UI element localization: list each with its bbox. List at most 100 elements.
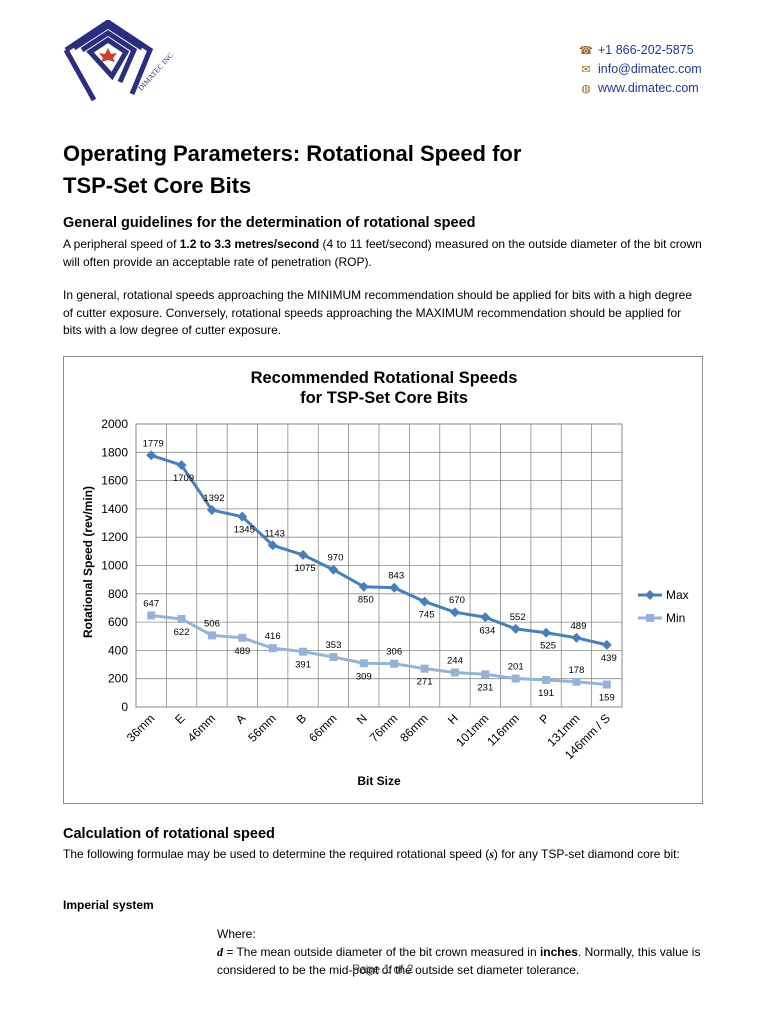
y-tick-label: 800 bbox=[108, 587, 128, 601]
y-tick-label: 200 bbox=[108, 672, 128, 686]
data-label-min: 271 bbox=[417, 677, 433, 688]
data-label-min: 489 bbox=[234, 646, 250, 657]
data-point-min bbox=[602, 680, 611, 689]
data-label-min: 178 bbox=[569, 665, 585, 676]
dimatec-logo: DIMATEC INC. bbox=[63, 20, 174, 102]
series-line-max bbox=[150, 453, 608, 647]
data-point-max bbox=[237, 511, 248, 522]
imperial-system-heading: Imperial system bbox=[63, 898, 154, 912]
data-label-max: 745 bbox=[419, 610, 435, 621]
data-point-min bbox=[238, 633, 247, 642]
data-point-min bbox=[542, 675, 551, 684]
data-label-min: 231 bbox=[477, 682, 493, 693]
x-tick-label: 101mm bbox=[453, 711, 491, 749]
data-label-min: 622 bbox=[174, 627, 190, 638]
data-label-min: 647 bbox=[143, 598, 159, 609]
data-point-max bbox=[449, 607, 460, 618]
data-point-max bbox=[267, 540, 278, 551]
phone-contact[interactable]: ☎ +1 866-202-5875 bbox=[579, 43, 694, 57]
email-icon: ✉ bbox=[581, 64, 591, 76]
data-point-max bbox=[176, 460, 187, 471]
data-point-max bbox=[206, 505, 217, 516]
data-point-min bbox=[359, 659, 368, 668]
data-label-min: 159 bbox=[599, 693, 615, 704]
y-tick-label: 400 bbox=[108, 643, 128, 657]
data-label-min: 309 bbox=[356, 671, 372, 682]
y-tick-label: 1800 bbox=[101, 445, 128, 459]
data-label-min: 244 bbox=[447, 655, 463, 666]
data-label-max: 970 bbox=[328, 553, 344, 564]
data-point-min bbox=[450, 668, 459, 677]
x-tick-label: P bbox=[537, 711, 553, 727]
y-tick-label: 1000 bbox=[101, 559, 128, 573]
x-tick-label: A bbox=[233, 711, 249, 727]
data-point-max bbox=[298, 549, 309, 560]
guidelines-paragraph-2: In general, rotational speeds approachin… bbox=[63, 288, 693, 337]
data-point-max bbox=[328, 564, 339, 575]
chart-title-line1: Recommended Rotational Speeds bbox=[251, 369, 518, 387]
phone-icon: ☎ bbox=[579, 45, 593, 57]
y-tick-label: 2000 bbox=[101, 417, 128, 431]
data-label-min: 353 bbox=[326, 640, 342, 651]
plot-area: 0 200 400 600 800 1000 1200 1400 1600 1800 2000 36m… bbox=[101, 417, 623, 762]
chart-title-line2: for TSP-Set Core Bits bbox=[300, 389, 468, 407]
data-point-min bbox=[147, 611, 156, 620]
y-tick-label: 1400 bbox=[101, 502, 128, 516]
website-contact[interactable]: ◍ www.dimatec.com bbox=[578, 81, 699, 97]
data-point-min bbox=[390, 659, 399, 668]
data-point-min bbox=[511, 674, 520, 683]
data-label-min: 201 bbox=[508, 662, 524, 673]
chart-y-axis-label: Rotational Speed (rev/min) bbox=[81, 486, 95, 638]
data-label-min: 391 bbox=[295, 660, 311, 671]
data-label-max: 552 bbox=[510, 612, 526, 623]
legend-marker-max bbox=[645, 590, 655, 600]
data-point-min bbox=[299, 647, 308, 656]
chart-svg: Recommended Rotational Speeds for TSP-Se… bbox=[81, 369, 689, 788]
data-label-max: 1345 bbox=[234, 525, 255, 536]
data-point-max bbox=[510, 623, 521, 634]
data-point-max bbox=[146, 450, 157, 461]
data-point-max bbox=[358, 581, 369, 592]
data-point-max bbox=[480, 612, 491, 623]
data-label-min: 506 bbox=[204, 618, 220, 629]
y-tick-label: 600 bbox=[108, 615, 128, 629]
x-tick-label: 56mm bbox=[245, 711, 278, 744]
data-label-max: 850 bbox=[358, 595, 374, 606]
data-label-max: 439 bbox=[601, 653, 617, 664]
section-heading-calculation: Calculation of rotational speed bbox=[63, 826, 275, 842]
x-tick-label: B bbox=[294, 711, 310, 727]
chart-legend: Max Min bbox=[638, 588, 689, 625]
data-label-min: 191 bbox=[538, 688, 554, 699]
x-tick-label: 66mm bbox=[306, 711, 339, 744]
data-label-max: 670 bbox=[449, 595, 465, 606]
legend-marker-min bbox=[646, 614, 654, 622]
data-label-min: 416 bbox=[265, 631, 281, 642]
data-label-max: 1075 bbox=[294, 563, 315, 574]
data-point-min bbox=[268, 644, 277, 653]
section-heading-guidelines: General guidelines for the determination… bbox=[63, 215, 476, 231]
data-point-max bbox=[601, 639, 612, 650]
x-tick-label: E bbox=[172, 711, 188, 727]
diameter-definition: d = The mean outside diameter of the bit… bbox=[217, 945, 701, 977]
x-tick-label: 36mm bbox=[124, 711, 157, 744]
data-label-max: 1143 bbox=[264, 528, 284, 539]
data-point-max bbox=[571, 632, 582, 643]
guidelines-paragraph-1: A peripheral speed of 1.2 to 3.3 metres/… bbox=[63, 237, 702, 269]
data-label-max: 1709 bbox=[173, 473, 194, 484]
page-title: Operating Parameters: Rotational Speed f… bbox=[63, 141, 522, 198]
data-label-max: 525 bbox=[540, 641, 556, 652]
email-contact[interactable]: ✉ info@dimatec.com bbox=[578, 62, 701, 78]
data-point-min bbox=[207, 631, 216, 640]
data-point-min bbox=[177, 614, 186, 623]
legend-label-min: Min bbox=[666, 611, 685, 625]
globe-icon: ◍ bbox=[581, 83, 591, 95]
data-label-max: 489 bbox=[571, 621, 587, 632]
data-label-max: 1392 bbox=[203, 493, 224, 504]
series-line-min bbox=[151, 613, 607, 686]
data-label-min: 306 bbox=[386, 647, 402, 658]
y-tick-label: 1200 bbox=[101, 530, 128, 544]
data-point-min bbox=[572, 677, 581, 686]
x-tick-label: H bbox=[445, 711, 461, 727]
calculation-paragraph: The following formulae may be used to de… bbox=[63, 847, 680, 861]
data-point-min bbox=[329, 653, 338, 662]
